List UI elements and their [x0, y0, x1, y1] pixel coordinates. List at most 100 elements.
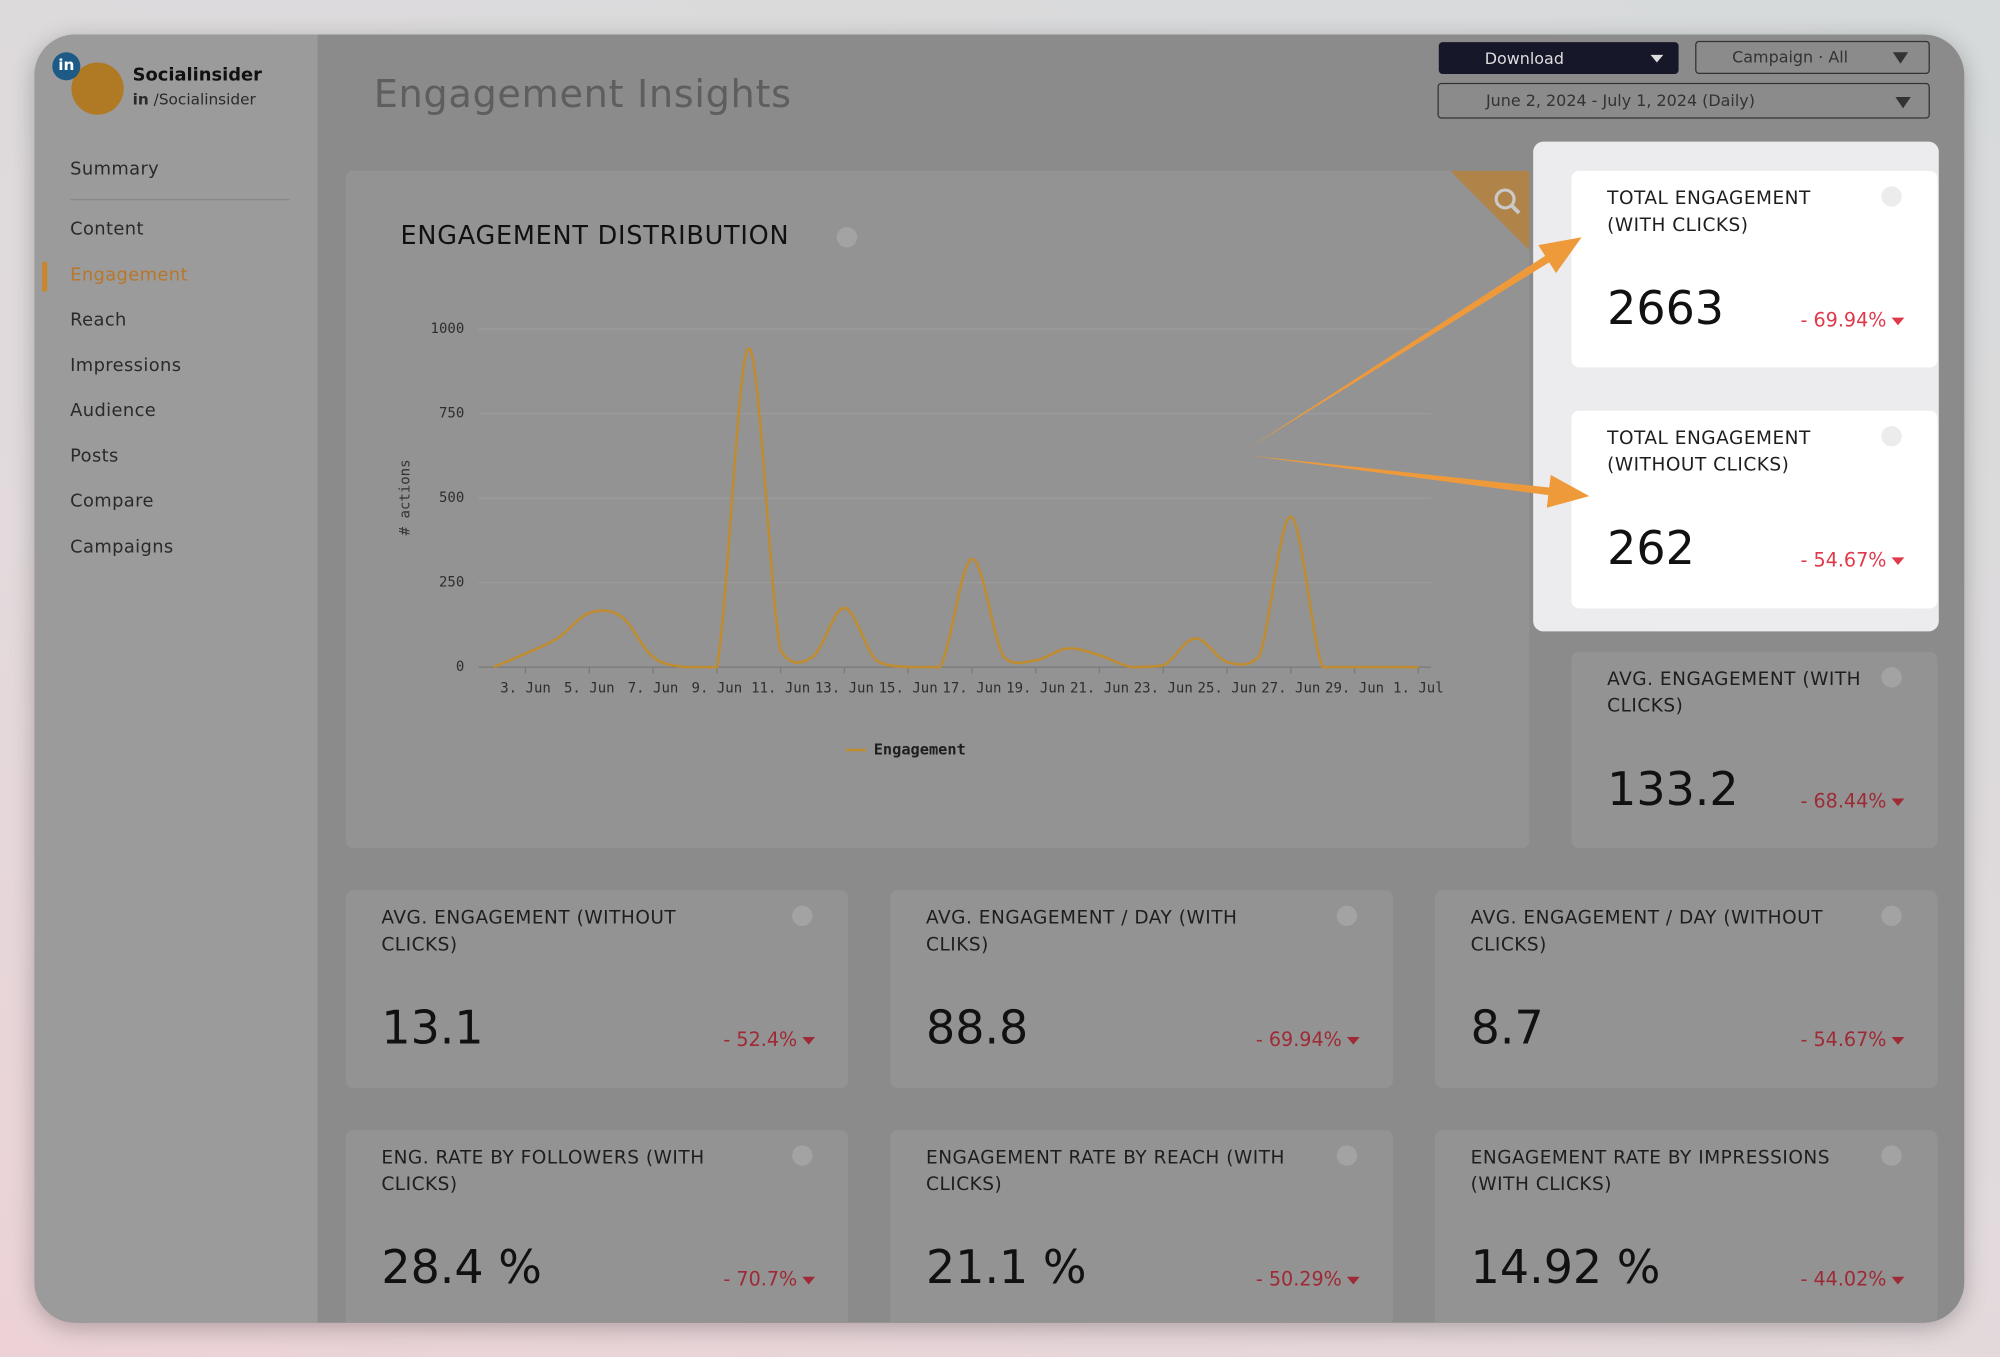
x-tick-label: 5. Jun: [564, 681, 615, 697]
caret: [1892, 52, 1909, 64]
campaign-select[interactable]: Campaign · All: [1695, 40, 1930, 74]
metric-change: - 44.02%: [1800, 1267, 1887, 1291]
metric-card: TOTAL ENGAGEMENT (WITH CLICKS) 2663 - 69.9…: [1571, 170, 1938, 368]
info-icon: [1336, 905, 1358, 927]
nav-item: Campaigns: [70, 536, 174, 558]
metric-change: - 50.29%: [1255, 1267, 1342, 1291]
metric-change: - 70.7%: [723, 1267, 798, 1291]
annotation-arrow: [1247, 237, 1582, 449]
metric-change: - 52.4%: [723, 1028, 798, 1052]
metric-title: AVG. ENGAGEMENT (WITHOUT CLICKS): [381, 908, 677, 956]
x-tick-label: 27. Jun: [1261, 681, 1320, 697]
x-tick-label: 25. Jun: [1198, 681, 1257, 697]
nav-item: Content: [70, 219, 144, 240]
search-icon: [1494, 188, 1516, 210]
avatar: [71, 62, 124, 115]
search-icon: [1510, 204, 1521, 215]
metric-value: 14.92 %: [1470, 1242, 1661, 1295]
trend-arrow: [1891, 1036, 1905, 1045]
caret: [1650, 54, 1664, 63]
y-tick-label: 1000: [431, 321, 465, 337]
metric-title: AVG. ENGAGEMENT (WITH CLICKS): [1607, 669, 1862, 717]
handle: /Socialinsider: [153, 90, 256, 109]
metric-card: TOTAL ENGAGEMENT (WITHOUT CLICKS) 262 - 54…: [1571, 410, 1938, 609]
nav-item: Reach: [70, 309, 127, 331]
trend-arrow: [802, 1036, 816, 1045]
info-icon: [1881, 905, 1902, 927]
info-icon: [1881, 186, 1902, 207]
x-tick-label: 19. Jun: [1006, 681, 1065, 697]
info-icon: [792, 905, 813, 927]
app-window: in Socialinsider in /Socialinsider Summa…: [34, 34, 1965, 1323]
trend-arrow: [802, 1276, 816, 1285]
download-button[interactable]: Download: [1438, 42, 1679, 74]
date-range-select[interactable]: June 2, 2024 - July 1, 2024 (Daily): [1437, 82, 1930, 119]
chart-title: ENGAGEMENT DISTRIBUTION: [401, 221, 790, 251]
date-range-label: June 2, 2024 - July 1, 2024 (Daily): [1485, 90, 1755, 110]
trend-arrow: [1346, 1036, 1360, 1045]
chart-card: [345, 170, 1530, 849]
x-tick-label: 1. Jul: [1393, 681, 1444, 697]
metric-title: AVG. ENGAGEMENT / DAY (WITH CLIKS): [926, 908, 1238, 956]
nav-item: Summary: [70, 159, 160, 180]
metric-value: 13.1: [381, 1002, 484, 1055]
trend-arrow: [1891, 557, 1905, 566]
metric-value: 8.7: [1470, 1002, 1544, 1055]
trend-arrow: [1891, 1276, 1905, 1285]
metric-card: ENG. RATE BY FOLLOWERS (WITH CLICKS) 28.4…: [345, 1130, 849, 1323]
download-label: Download: [1484, 48, 1564, 68]
metric-title: ENGAGEMENT RATE BY IMPRESSIONS (WITH CLI…: [1470, 1147, 1831, 1196]
metric-card: AVG. ENGAGEMENT (WITH CLICKS) 133.2 - 68.4…: [1571, 651, 1938, 849]
x-tick-label: 7. Jun: [628, 681, 679, 697]
line-series: [493, 347, 1419, 669]
nav-item: Impressions: [70, 355, 182, 377]
x-tick-label: 23. Jun: [1134, 681, 1193, 697]
nav-item: Audience: [70, 400, 157, 421]
metric-title: AVG. ENGAGEMENT / DAY (WITHOUT CLICKS): [1470, 908, 1824, 956]
x-tick-label: 21. Jun: [1070, 681, 1129, 697]
metric-title: TOTAL ENGAGEMENT (WITH CLICKS): [1607, 188, 1811, 236]
metric-title: TOTAL ENGAGEMENT (WITHOUT CLICKS): [1607, 428, 1811, 476]
trend-arrow: [1891, 798, 1905, 807]
trend-arrow: [1346, 1276, 1360, 1285]
info-icon: [792, 1145, 813, 1166]
annotation-arrow: [1247, 455, 1590, 508]
metric-change: - 68.44%: [1800, 789, 1887, 813]
metric-value: 21.1 %: [926, 1242, 1087, 1295]
info-icon: [1881, 426, 1902, 447]
sidebar: in Socialinsider in /Socialinsider Summa…: [34, 34, 318, 1323]
metric-title: ENG. RATE BY FOLLOWERS (WITH CLICKS): [381, 1147, 705, 1196]
network-badge: in: [52, 52, 81, 81]
divider: [70, 198, 290, 201]
y-axis-label: # actions: [398, 459, 414, 535]
metric-card: AVG. ENGAGEMENT / DAY (WITHOUT CLICKS) 8.…: [1434, 890, 1938, 1089]
y-tick-label: 500: [439, 490, 464, 506]
x-tick-label: 3. Jun: [500, 681, 551, 697]
x-tick-label: 9. Jun: [692, 681, 743, 697]
y-tick-label: 250: [439, 575, 464, 591]
metric-change: - 69.94%: [1255, 1028, 1342, 1052]
page-title: Engagement Insights: [373, 72, 792, 118]
metric-card: ENGAGEMENT RATE BY REACH (WITH CLICKS) 21…: [890, 1130, 1393, 1323]
y-tick-label: 0: [456, 659, 464, 675]
info-icon: [836, 227, 858, 248]
x-tick-label: 15. Jun: [879, 681, 938, 697]
metric-card: AVG. ENGAGEMENT / DAY (WITH CLIKS) 88.8 - …: [890, 890, 1393, 1089]
nav-item: Posts: [70, 446, 119, 467]
metric-change: - 54.67%: [1800, 548, 1887, 572]
active-indicator: [42, 261, 48, 293]
info-icon: [1336, 1145, 1358, 1166]
campaign-label: Campaign · All: [1732, 47, 1849, 67]
metric-value: 88.8: [926, 1002, 1029, 1055]
y-tick-label: 750: [439, 406, 464, 422]
x-tick-label: 11. Jun: [751, 681, 810, 697]
legend-label: Engagement: [874, 740, 966, 758]
nav-item: Engagement: [70, 265, 188, 286]
caret: [1895, 96, 1911, 109]
info-icon: [1881, 1145, 1902, 1166]
network-icon: in: [132, 90, 149, 109]
metric-value: 262: [1607, 522, 1695, 576]
metric-card: AVG. ENGAGEMENT (WITHOUT CLICKS) 13.1 - 52…: [345, 890, 849, 1089]
metric-value: 28.4 %: [381, 1242, 542, 1295]
